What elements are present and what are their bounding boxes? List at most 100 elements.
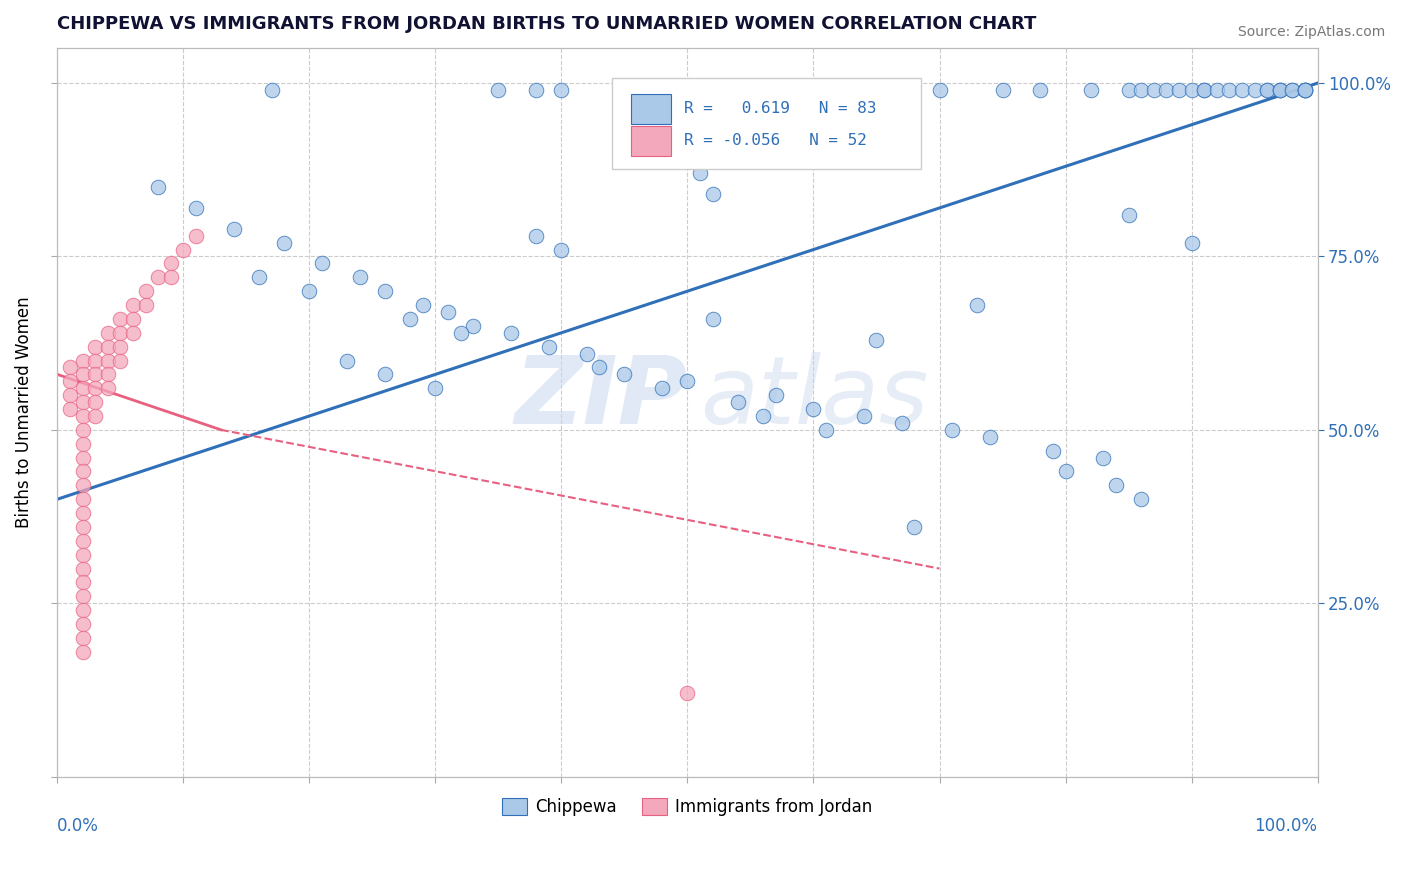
Point	[399, 312, 422, 326]
Point	[499, 326, 522, 340]
Point	[247, 270, 270, 285]
Point	[1130, 83, 1153, 97]
Point	[97, 326, 120, 340]
Point	[273, 235, 295, 250]
Point	[260, 83, 283, 97]
Point	[110, 312, 132, 326]
Point	[159, 256, 181, 270]
Point	[1268, 83, 1291, 97]
Point	[1105, 478, 1128, 492]
Text: atlas: atlas	[700, 352, 928, 443]
Text: R =   0.619   N = 83: R = 0.619 N = 83	[683, 102, 876, 116]
Point	[727, 395, 749, 409]
Point	[412, 298, 434, 312]
Point	[72, 617, 94, 632]
Point	[839, 83, 862, 97]
Point	[626, 83, 648, 97]
Text: 100.0%: 100.0%	[1254, 817, 1317, 835]
Point	[1243, 83, 1265, 97]
Point	[311, 256, 333, 270]
Point	[72, 506, 94, 520]
Point	[97, 368, 120, 382]
Text: Source: ZipAtlas.com: Source: ZipAtlas.com	[1237, 25, 1385, 39]
Point	[1294, 83, 1316, 97]
Point	[72, 492, 94, 507]
Point	[72, 478, 94, 492]
Point	[110, 353, 132, 368]
Point	[1218, 83, 1240, 97]
Point	[184, 201, 207, 215]
Point	[1192, 83, 1215, 97]
Point	[1092, 450, 1115, 465]
Point	[1192, 83, 1215, 97]
Point	[72, 631, 94, 645]
Point	[97, 340, 120, 354]
Point	[59, 402, 82, 417]
Legend: Chippewa, Immigrants from Jordan: Chippewa, Immigrants from Jordan	[495, 791, 879, 823]
Point	[135, 284, 157, 298]
Point	[1205, 83, 1227, 97]
Point	[72, 450, 94, 465]
Point	[1029, 83, 1052, 97]
Point	[651, 381, 673, 395]
Point	[588, 360, 610, 375]
Point	[1281, 83, 1303, 97]
Point	[349, 270, 371, 285]
Point	[72, 533, 94, 548]
Point	[1042, 443, 1064, 458]
Point	[72, 436, 94, 450]
Point	[1143, 83, 1166, 97]
Point	[72, 590, 94, 604]
Point	[803, 402, 825, 417]
Text: ZIP: ZIP	[515, 352, 688, 444]
Point	[966, 298, 988, 312]
Point	[84, 353, 107, 368]
FancyBboxPatch shape	[631, 126, 671, 156]
Point	[298, 284, 321, 298]
Point	[84, 395, 107, 409]
Point	[941, 423, 963, 437]
Point	[676, 374, 699, 388]
Point	[84, 409, 107, 423]
Point	[702, 312, 724, 326]
Point	[374, 284, 396, 298]
Point	[437, 305, 460, 319]
Point	[97, 381, 120, 395]
Point	[135, 298, 157, 312]
Point	[72, 465, 94, 479]
Point	[1080, 83, 1102, 97]
Point	[676, 686, 699, 700]
Point	[72, 409, 94, 423]
FancyBboxPatch shape	[631, 94, 671, 124]
Point	[1281, 83, 1303, 97]
Point	[59, 388, 82, 402]
Point	[1294, 83, 1316, 97]
Point	[72, 520, 94, 534]
Point	[765, 388, 787, 402]
Point	[991, 83, 1014, 97]
Point	[550, 243, 572, 257]
Point	[72, 575, 94, 590]
Point	[425, 381, 447, 395]
Text: CHIPPEWA VS IMMIGRANTS FROM JORDAN BIRTHS TO UNMARRIED WOMEN CORRELATION CHART: CHIPPEWA VS IMMIGRANTS FROM JORDAN BIRTH…	[58, 15, 1036, 33]
Point	[72, 353, 94, 368]
Point	[702, 187, 724, 202]
Point	[110, 326, 132, 340]
Point	[928, 83, 950, 97]
Point	[676, 83, 699, 97]
Point	[1118, 208, 1140, 222]
Point	[979, 430, 1001, 444]
Point	[336, 353, 359, 368]
Point	[84, 340, 107, 354]
Point	[122, 298, 145, 312]
Point	[72, 381, 94, 395]
Point	[815, 423, 838, 437]
Point	[72, 548, 94, 562]
Point	[146, 180, 169, 194]
Point	[1294, 83, 1316, 97]
Point	[1180, 83, 1202, 97]
Point	[72, 423, 94, 437]
Point	[1054, 465, 1077, 479]
Point	[463, 318, 485, 333]
Point	[740, 83, 762, 97]
